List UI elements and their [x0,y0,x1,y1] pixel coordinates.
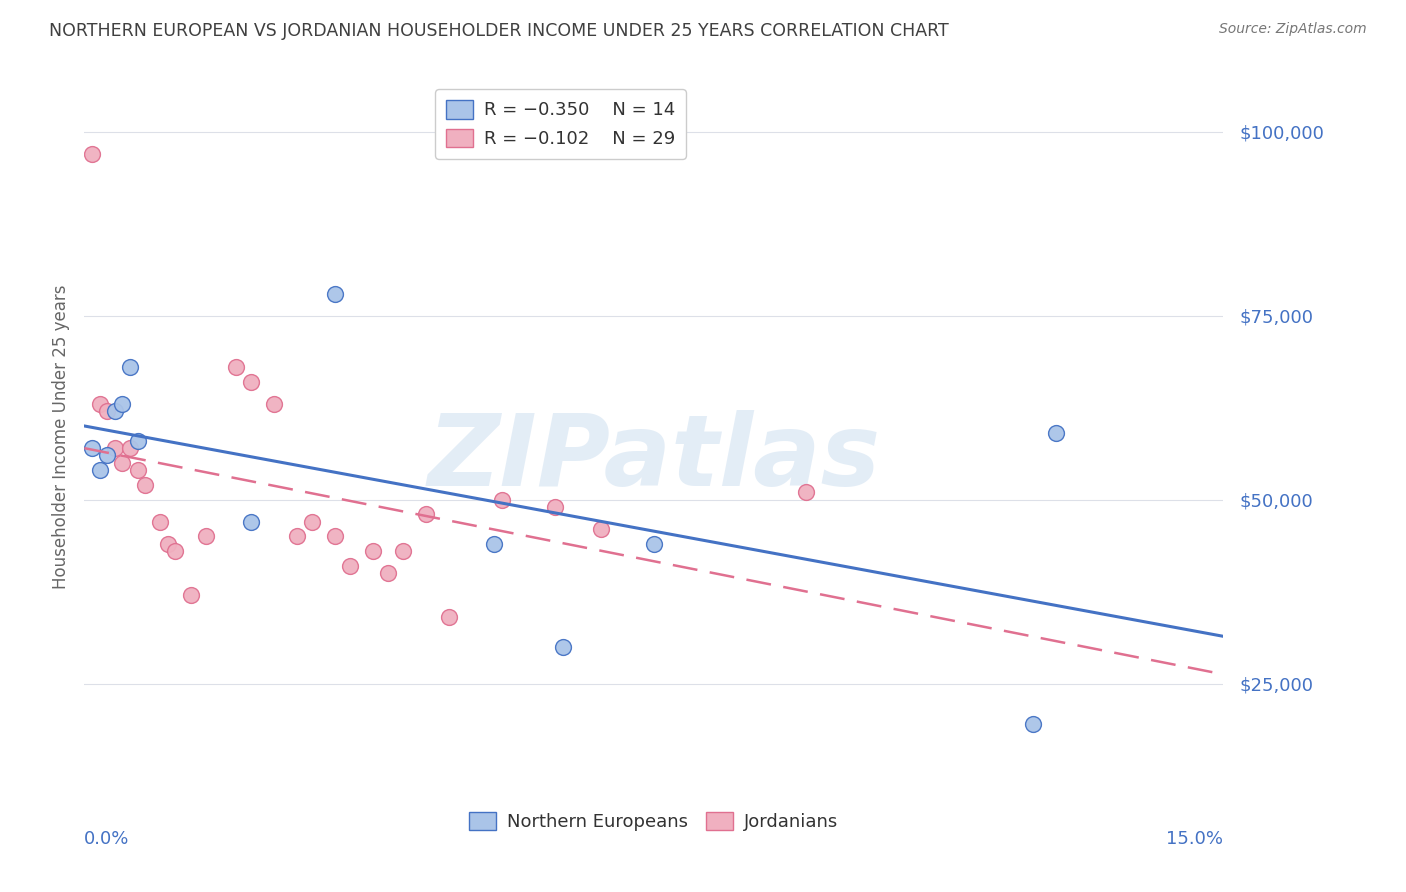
Point [361,544,384,558]
Text: Source: ZipAtlas.com: Source: ZipAtlas.com [1219,22,1367,37]
Legend: Northern Europeans, Jordanians: Northern Europeans, Jordanians [463,805,845,838]
Point [437,610,460,624]
Point [643,537,665,551]
Point [225,360,247,375]
Point [544,500,567,514]
Point [80,441,103,455]
Point [149,515,172,529]
Point [240,515,263,529]
Text: ZIPatlas: ZIPatlas [427,410,880,507]
Text: 0.0%: 0.0% [84,830,129,847]
Point [551,640,574,654]
Point [134,478,156,492]
Point [111,397,134,411]
Point [323,286,346,301]
Point [180,588,202,602]
Point [240,375,263,389]
Point [491,492,513,507]
Point [96,404,118,418]
Point [118,360,141,375]
Point [127,463,149,477]
Point [89,397,111,411]
Point [127,434,149,448]
Point [794,485,817,500]
Point [339,558,361,573]
Point [323,529,346,543]
Point [377,566,399,581]
Point [194,529,217,543]
Point [165,544,187,558]
Point [89,463,111,477]
Point [263,397,285,411]
Point [104,404,127,418]
Point [104,441,127,455]
Point [392,544,415,558]
Point [111,456,134,470]
Text: 15.0%: 15.0% [1166,830,1223,847]
Point [96,449,118,463]
Point [285,529,308,543]
Point [80,146,103,161]
Y-axis label: Householder Income Under 25 years: Householder Income Under 25 years [52,285,70,590]
Point [156,537,179,551]
Point [118,441,141,455]
Point [484,537,506,551]
Point [415,508,437,522]
Point [1045,426,1067,441]
Point [589,522,612,536]
Point [301,515,323,529]
Text: NORTHERN EUROPEAN VS JORDANIAN HOUSEHOLDER INCOME UNDER 25 YEARS CORRELATION CHA: NORTHERN EUROPEAN VS JORDANIAN HOUSEHOLD… [49,22,949,40]
Point [1022,717,1045,731]
